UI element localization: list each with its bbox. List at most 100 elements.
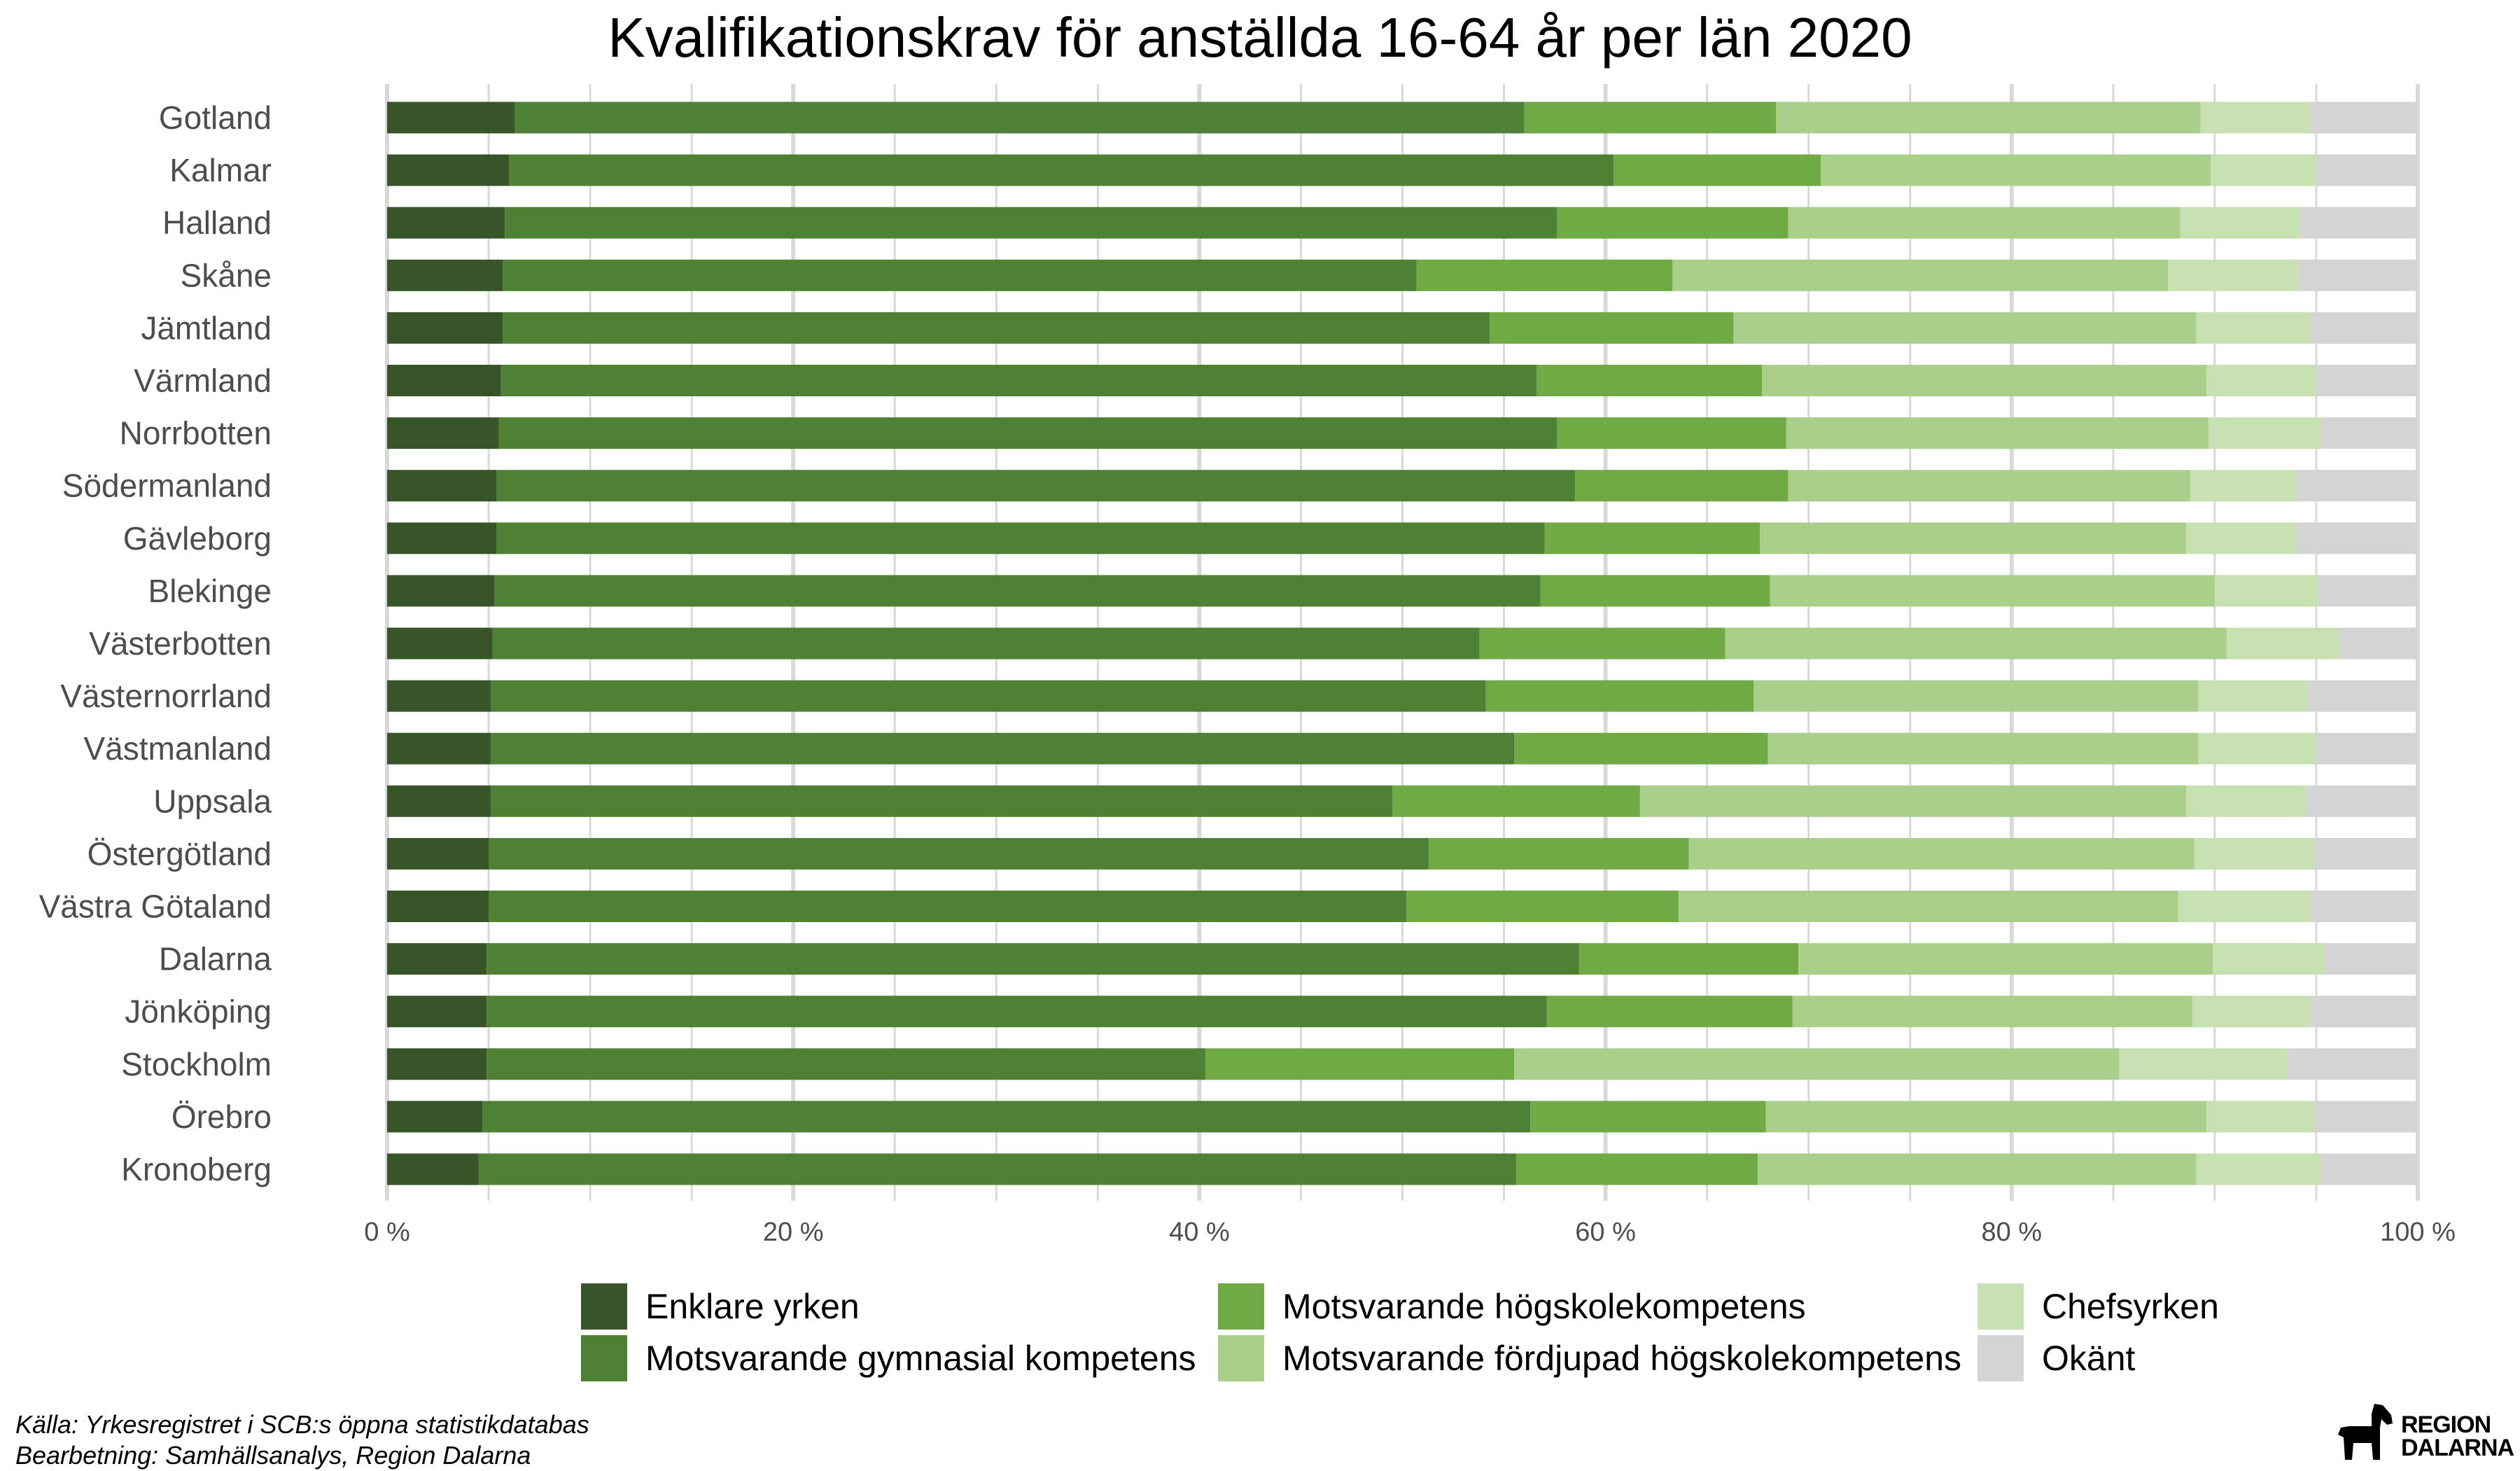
bar-segment bbox=[1514, 1048, 2120, 1080]
bar-segment bbox=[1672, 259, 2169, 291]
y-axis-labels: Gotland Kalmar Halland Skåne Jämtland Värmlan… bbox=[39, 99, 272, 1187]
bar-segment bbox=[1614, 154, 1821, 186]
bar-segment bbox=[1556, 207, 1788, 239]
bar-segment bbox=[387, 837, 489, 870]
y-tick-label: Värmland bbox=[134, 363, 272, 399]
bar-segment bbox=[2227, 627, 2339, 660]
legend-swatch bbox=[1218, 1335, 1264, 1381]
bar-segment bbox=[1768, 732, 2199, 765]
bar-segment bbox=[1514, 732, 1768, 765]
bar-segment bbox=[2168, 259, 2298, 291]
legend-item: Motsvarande gymnasial kompetens bbox=[581, 1334, 1196, 1382]
legend-label: Chefsyrken bbox=[2042, 1287, 2219, 1326]
bar-segment bbox=[2300, 207, 2418, 239]
bar-segment bbox=[1788, 207, 2180, 239]
bar-segment bbox=[2288, 1048, 2418, 1080]
legend-label: Enklare yrken bbox=[645, 1287, 860, 1326]
bar-segment bbox=[2306, 785, 2418, 817]
bar-segment bbox=[1578, 943, 1799, 975]
x-tick-label: 0 % bbox=[364, 1218, 410, 1247]
bar-segment bbox=[1556, 417, 1786, 449]
bar-segment bbox=[2198, 680, 2309, 712]
bar-segment bbox=[387, 680, 491, 712]
bar-segment bbox=[1765, 1101, 2207, 1133]
bar-segment bbox=[2297, 259, 2418, 291]
bar-segment bbox=[2178, 891, 2311, 922]
bar-segment bbox=[1392, 785, 1640, 817]
bar-segment bbox=[2316, 732, 2418, 765]
y-tick-label: Skåne bbox=[181, 257, 272, 293]
y-tick-label: Västernorrland bbox=[60, 678, 272, 714]
bar-segment bbox=[1406, 891, 1679, 922]
bar-segment bbox=[486, 1048, 1206, 1080]
bar-segment bbox=[2196, 1153, 2320, 1185]
bar-segment bbox=[496, 470, 1576, 502]
region-dalarna-logo: REGION DALARNA bbox=[2331, 1397, 2514, 1467]
bar-segment bbox=[492, 627, 1480, 660]
bar-segment bbox=[387, 785, 491, 817]
bar-segment bbox=[1485, 680, 1754, 712]
bar-segment bbox=[478, 1153, 1516, 1185]
x-tick-label: 20 % bbox=[763, 1218, 824, 1247]
x-tick-label: 40 % bbox=[1169, 1218, 1230, 1247]
bar-segment bbox=[2316, 365, 2418, 396]
bar-segment bbox=[2324, 943, 2418, 975]
bar-segment bbox=[1770, 575, 2215, 607]
y-tick-label: Örebro bbox=[172, 1099, 272, 1135]
bar-segment bbox=[2310, 996, 2418, 1028]
bar-segment bbox=[1798, 943, 2213, 975]
bar-segment bbox=[2318, 575, 2418, 607]
bar-segment bbox=[1639, 785, 2187, 817]
y-tick-label: Gotland bbox=[159, 99, 272, 136]
bar-segment bbox=[1788, 470, 2191, 502]
chart-title: Kvalifikationskrav för anställda 16-64 å… bbox=[608, 6, 1912, 69]
bar-segment bbox=[387, 891, 489, 922]
logo-line-1: REGION bbox=[2401, 1411, 2491, 1438]
y-tick-label: Stockholm bbox=[121, 1046, 272, 1082]
bar-segment bbox=[503, 312, 1490, 344]
bar-segment bbox=[387, 102, 515, 134]
y-tick-label: Västmanland bbox=[84, 730, 272, 767]
bar-segment bbox=[490, 732, 1515, 765]
bar-segment bbox=[1821, 154, 2211, 186]
bar-segment bbox=[1758, 1153, 2197, 1185]
bar-segment bbox=[1540, 575, 1770, 607]
y-tick-label: Södermanland bbox=[62, 468, 272, 504]
y-tick-label: Blekinge bbox=[148, 573, 272, 609]
legend-item: Motsvarande högskolekompetens bbox=[1218, 1283, 1806, 1330]
bar-segment bbox=[387, 312, 503, 344]
legend-label: Motsvarande gymnasial kompetens bbox=[645, 1339, 1196, 1378]
bar-segment bbox=[387, 1153, 479, 1185]
bar-segment bbox=[1575, 470, 1788, 502]
legend-item: Okänt bbox=[1977, 1334, 2135, 1382]
bar-segment bbox=[482, 1101, 1531, 1133]
bar-segment bbox=[2295, 522, 2418, 555]
bar-segment bbox=[2314, 837, 2418, 870]
bar-segment bbox=[490, 785, 1392, 817]
bar-segment bbox=[2310, 312, 2418, 344]
processing-line: Bearbetning: Samhällsanalys, Region Dala… bbox=[15, 1441, 531, 1470]
bar-segment bbox=[387, 732, 491, 765]
bar-segment bbox=[1725, 627, 2227, 660]
bar-series bbox=[387, 102, 2418, 1185]
y-tick-label: Jämtland bbox=[141, 309, 272, 346]
y-tick-label: Norrbotten bbox=[120, 415, 272, 452]
bar-segment bbox=[387, 943, 487, 975]
bar-segment bbox=[2295, 470, 2418, 502]
y-tick-label: Gävleborg bbox=[123, 520, 272, 557]
legend-item: Enklare yrken bbox=[581, 1283, 860, 1330]
bar-segment bbox=[514, 102, 1525, 134]
bar-segment bbox=[1679, 891, 2178, 922]
bar-segment bbox=[2200, 102, 2311, 134]
bar-segment bbox=[509, 154, 1614, 186]
legend-swatch bbox=[1218, 1283, 1264, 1330]
bar-segment bbox=[2212, 943, 2325, 975]
bar-segment bbox=[387, 522, 497, 555]
bar-segment bbox=[486, 996, 1547, 1028]
legend-label: Motsvarande högskolekompetens bbox=[1282, 1287, 1806, 1326]
bar-segment bbox=[1733, 312, 2197, 344]
x-tick-label: 80 % bbox=[1981, 1218, 2042, 1247]
bar-segment bbox=[2314, 1101, 2418, 1133]
legend-swatch bbox=[1977, 1283, 2024, 1330]
legend-label: Motsvarande fördjupad högskolekompetens bbox=[1282, 1339, 1962, 1378]
